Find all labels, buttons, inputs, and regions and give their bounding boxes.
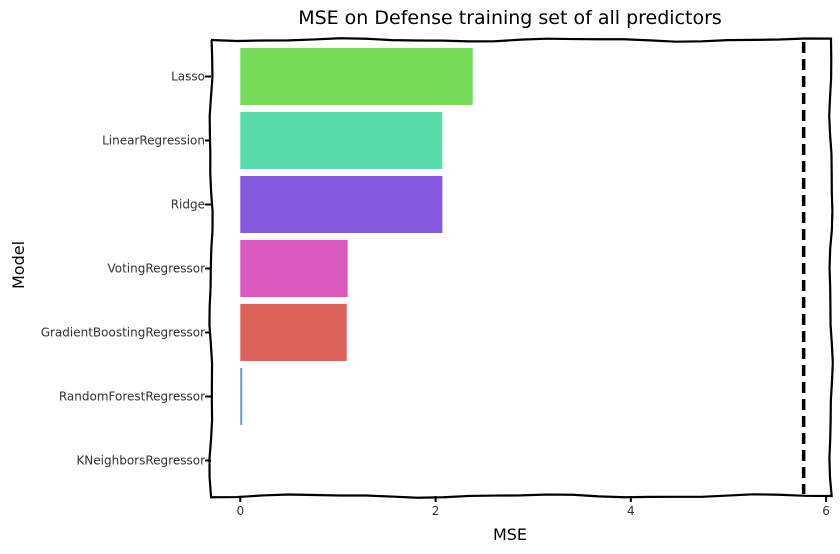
y-tick-label-lasso: Lasso <box>171 70 205 84</box>
x-tick-label-2: 2 <box>432 504 440 518</box>
y-tick-label-gradientboostingregressor: GradientBoostingRegressor <box>41 326 205 340</box>
x-tick-label-4: 4 <box>627 504 635 518</box>
x-tick-label-6: 6 <box>822 504 830 518</box>
bar-randomforestregressor <box>240 368 243 425</box>
x-tick-label-0: 0 <box>236 504 244 518</box>
bar-ridge <box>240 176 443 233</box>
y-axis-title: Model <box>9 241 28 289</box>
bar-lasso <box>240 48 473 105</box>
bar-linearregression <box>240 112 443 169</box>
plot-frame <box>208 37 834 499</box>
plot-area: Lasso LinearRegression Ridge VotingRegresso… <box>41 37 834 518</box>
y-tick-label-kneighborsregressor: KNeighborsRegressor <box>76 454 205 468</box>
y-tick-label-randomforestregressor: RandomForestRegressor <box>59 390 205 404</box>
y-tick-label-linearregression: LinearRegression <box>102 134 205 148</box>
x-axis-title: MSE <box>493 525 527 544</box>
bar-votingregressor <box>240 240 348 297</box>
y-tick-label-ridge: Ridge <box>171 198 205 212</box>
y-tick-label-votingregressor: VotingRegressor <box>107 262 205 276</box>
chart-title: MSE on Defense training set of all predi… <box>298 7 722 29</box>
bar-gradientboostingregressor <box>240 304 347 361</box>
